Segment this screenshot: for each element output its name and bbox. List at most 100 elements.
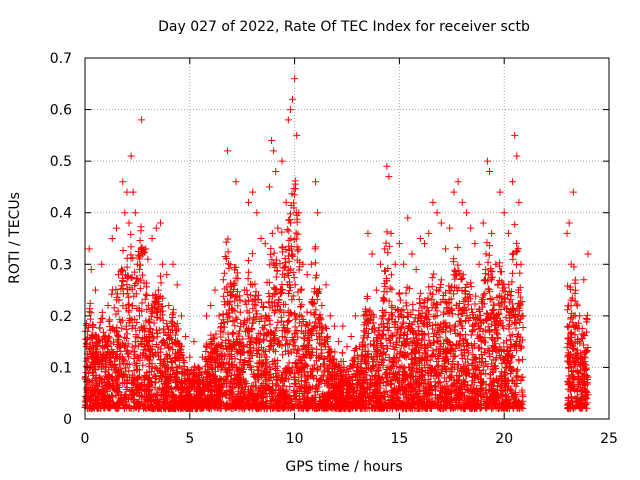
data-point-bg: [518, 343, 525, 351]
data-point-bg: [294, 230, 302, 238]
data-point-bg: [468, 305, 476, 313]
data-point-bg: [454, 311, 462, 319]
data-point-bg: [352, 344, 360, 352]
data-point-bg: [128, 343, 136, 351]
data-point-bg: [270, 249, 278, 257]
data-point-bg: [512, 320, 520, 328]
data-point-bg: [130, 292, 138, 300]
data-point-bg: [283, 318, 291, 326]
data-point-bg: [125, 308, 133, 316]
data-point-bg: [266, 337, 274, 345]
data-point-bg: [295, 355, 303, 363]
data-point-bg: [231, 297, 239, 305]
data-point-bg: [191, 362, 199, 370]
data-point-bg: [143, 291, 151, 299]
data-point-bg: [119, 267, 127, 275]
data-point-bg: [451, 275, 459, 283]
data-point-bg: [511, 341, 519, 349]
data-point-bg: [494, 330, 502, 338]
data-point-bg: [157, 279, 165, 287]
data-point-bg: [396, 296, 404, 304]
data-point-bg: [266, 363, 274, 371]
data-point-bg: [245, 296, 253, 304]
data-point-bg: [285, 257, 293, 265]
data-point-bg: [431, 386, 439, 394]
data-point-bg: [278, 351, 286, 359]
data-point-bg: [452, 321, 460, 329]
data-point-bg: [508, 353, 516, 361]
data-point-bg: [450, 353, 458, 361]
data-point-bg: [385, 297, 393, 305]
data-point-bg: [253, 334, 261, 342]
data-point-bg: [509, 250, 517, 258]
data-point-bg: [313, 366, 321, 374]
data-point-bg: [139, 271, 147, 279]
data-point-bg: [137, 244, 145, 252]
data-point-bg: [229, 291, 237, 299]
data-point-bg: [313, 289, 321, 297]
data-point-bg: [287, 235, 295, 243]
data-point-bg: [268, 229, 276, 237]
data-point-bg: [96, 324, 104, 332]
data-point-bg: [447, 364, 455, 372]
data-point-bg: [428, 282, 436, 290]
data-point-bg: [395, 290, 403, 298]
data-point-bg: [222, 238, 230, 246]
data-point-bg: [430, 313, 438, 321]
data-point-bg: [435, 378, 443, 386]
data-point-bg: [120, 359, 128, 367]
data-point-bg: [234, 274, 242, 282]
data-point-bg: [467, 279, 475, 287]
data-point-bg: [415, 295, 423, 303]
data-point-bg: [310, 310, 318, 318]
data-point-bg: [498, 359, 506, 367]
data-point-bg: [318, 326, 326, 334]
data-point-bg: [517, 376, 525, 384]
data-point-bg: [131, 268, 139, 276]
data-point-bg: [281, 255, 289, 263]
data-point-bg: [462, 283, 470, 291]
data-point-bg: [449, 258, 457, 266]
data-point-bg: [267, 245, 275, 253]
data-point-bg: [436, 333, 444, 341]
data-point-bg: [457, 275, 465, 283]
data-point-bg: [119, 246, 127, 254]
data-point-bg: [134, 342, 142, 350]
data-point-bg: [290, 236, 298, 244]
data-point-bg: [150, 319, 158, 327]
data-point-bg: [286, 216, 294, 224]
data-point-bg: [152, 379, 160, 387]
data-point-bg: [394, 313, 402, 321]
data-point-bg: [126, 374, 134, 382]
data-point-bg: [483, 309, 491, 317]
data-point-bg: [245, 257, 253, 265]
data-point-bg: [253, 310, 261, 318]
data-point-bg: [288, 296, 296, 304]
data-point-bg: [127, 243, 135, 251]
data-point-bg: [464, 301, 472, 309]
data-point-bg: [364, 330, 372, 338]
data-point-bg: [415, 323, 423, 331]
data-point-bg: [454, 243, 462, 251]
data-point-bg: [497, 306, 505, 314]
data-point-bg: [141, 295, 149, 303]
data-point-bg: [288, 252, 296, 260]
data-point-bg: [458, 310, 466, 318]
data-point-bg: [96, 373, 104, 381]
data-point-bg: [136, 326, 144, 334]
data-point-bg: [259, 303, 267, 311]
data-point-bg: [86, 315, 94, 323]
data-point-bg: [136, 261, 144, 269]
data-point-bg: [266, 293, 274, 301]
data-point-bg: [202, 347, 210, 355]
data-point-bg: [384, 249, 392, 257]
data-point-bg: [454, 261, 462, 269]
data-point-bg: [496, 262, 504, 270]
data-point-bg: [497, 268, 505, 276]
data-point-bg: [99, 328, 107, 336]
data-point-bg: [221, 323, 229, 331]
data-point-bg: [518, 298, 526, 306]
data-point-bg: [363, 292, 371, 300]
data-point-bg: [236, 308, 244, 316]
data-point-bg: [259, 324, 267, 332]
